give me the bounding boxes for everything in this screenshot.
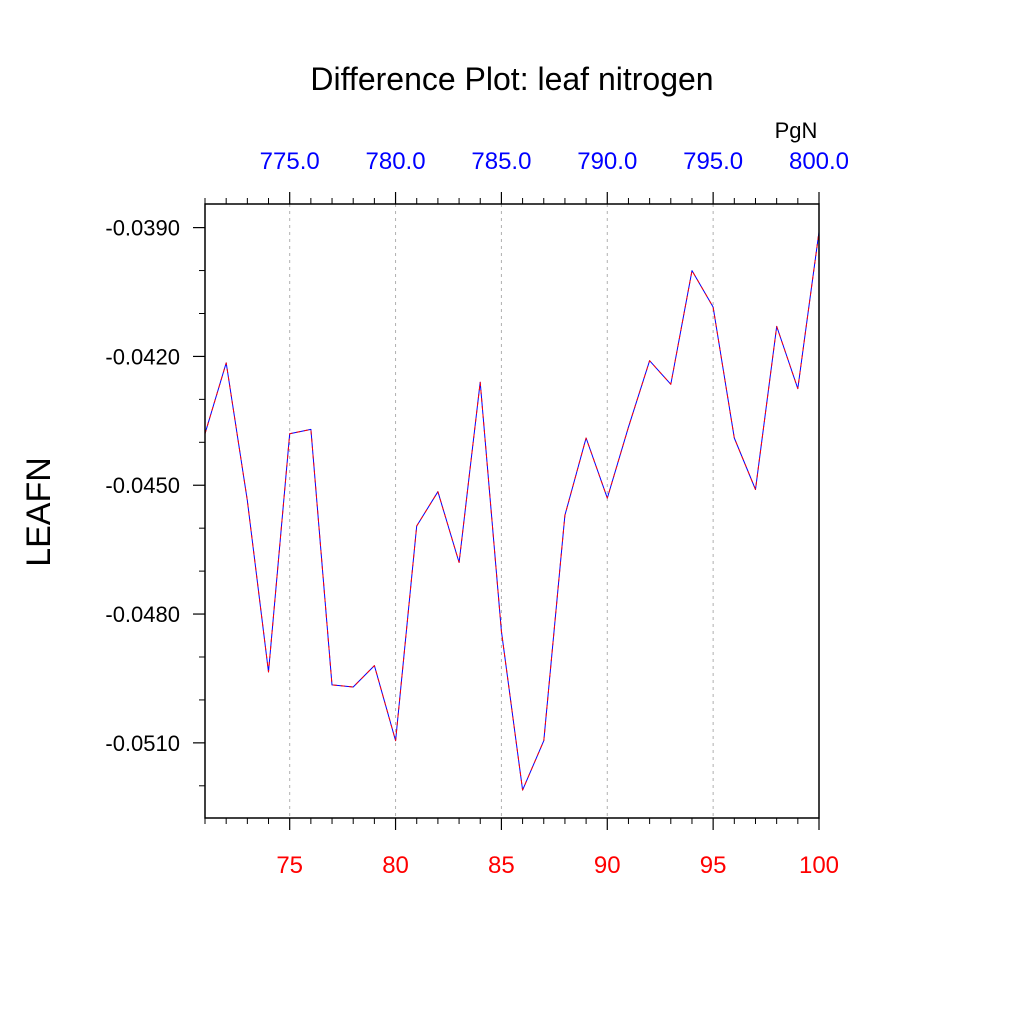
- y-axis-label: LEAFN: [20, 457, 58, 567]
- chart-title: Difference Plot: leaf nitrogen: [310, 61, 713, 97]
- top-tick-label-3: 790.0: [577, 148, 637, 175]
- top-tick-label-4: 795.0: [683, 148, 743, 175]
- y-tick-label-0: -0.0390: [105, 216, 180, 241]
- plot-frame: [204, 203, 820, 819]
- y-tick-label-3: -0.0480: [105, 602, 180, 627]
- top-axis-unit-label: PgN: [775, 118, 818, 143]
- y-tick-label-1: -0.0420: [105, 344, 180, 369]
- y-tick-label-4: -0.0510: [105, 731, 180, 756]
- series-line-red-dashed: [204, 231, 820, 791]
- bottom-tick-label-1: 80: [382, 852, 409, 879]
- bottom-tick-label-5: 100: [799, 852, 839, 879]
- ticks: [193, 192, 820, 830]
- tick-labels: 75 775.0 80 780.0 85 785.0 90 790.0 95 795.0 100 80…: [105, 148, 849, 879]
- top-tick-label-2: 785.0: [471, 148, 531, 175]
- series-line-blue: [204, 231, 820, 791]
- top-tick-label-1: 780.0: [366, 148, 426, 175]
- bottom-tick-label-3: 90: [594, 852, 621, 879]
- top-tick-label-5: 800.0: [789, 148, 849, 175]
- bottom-tick-label-0: 75: [276, 852, 303, 879]
- y-tick-label-2: -0.0450: [105, 473, 180, 498]
- bottom-tick-label-2: 85: [488, 852, 515, 879]
- bottom-tick-label-4: 95: [700, 852, 727, 879]
- top-tick-label-0: 775.0: [260, 148, 320, 175]
- grid: [289, 204, 714, 818]
- series-group: [204, 231, 820, 791]
